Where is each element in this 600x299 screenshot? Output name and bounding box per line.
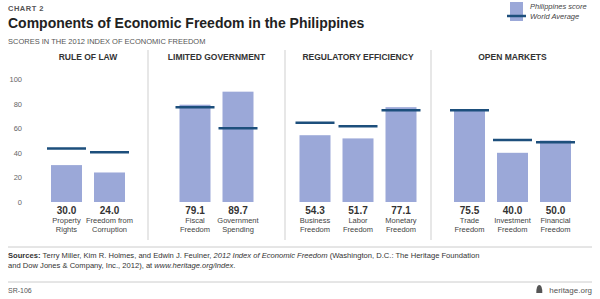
data-label: 30.0 xyxy=(57,205,77,216)
legend-label: World Average xyxy=(530,12,579,21)
bar xyxy=(180,105,211,202)
average-dash xyxy=(296,121,335,124)
bar xyxy=(540,141,571,203)
panel-divider xyxy=(285,50,286,240)
data-label: 79.1 xyxy=(185,205,205,216)
data-label: 89.7 xyxy=(228,205,248,216)
y-tick-label: 100 xyxy=(9,75,22,84)
bar xyxy=(454,109,485,202)
bar xyxy=(386,107,417,202)
category-line: Rights xyxy=(56,225,78,234)
category-line: Corruption xyxy=(92,225,127,234)
bar xyxy=(51,165,82,202)
average-dash xyxy=(90,151,129,154)
subtitle: SCORES IN THE 2012 INDEX OF ECONOMIC FRE… xyxy=(8,37,205,46)
chart-root: CHART 2 Components of Economic Freedom in… xyxy=(0,0,600,299)
average-dash xyxy=(47,147,86,150)
panel: REGULATORY EFFICIENCY 54.3 51.7 77.1 Busines… xyxy=(285,50,421,240)
average-dash xyxy=(339,125,378,128)
source-label: Sources: xyxy=(8,251,43,260)
data-label: 50.0 xyxy=(546,205,566,216)
source-part: Terry Miller, Kim R. Holmes, and Edwin J… xyxy=(43,251,214,260)
category-line: Freedom xyxy=(540,225,570,234)
bar xyxy=(223,92,254,202)
legend-dash xyxy=(507,15,526,18)
legend-swatch xyxy=(510,2,523,21)
bar xyxy=(300,135,331,202)
data-label: 24.0 xyxy=(100,205,120,216)
y-tick-label: 20 xyxy=(14,173,22,182)
site: heritage.org xyxy=(549,286,592,295)
average-dash xyxy=(219,127,258,130)
y-tick-label: 80 xyxy=(14,100,22,109)
source-part: 2012 Index of Economic Freedom xyxy=(213,251,328,260)
bar xyxy=(94,172,125,202)
panel-title: LIMITED GOVERNMENT xyxy=(168,52,266,62)
panel: LIMITED GOVERNMENT 79.1 89.7 FiscalFreedom G… xyxy=(148,50,266,240)
rule xyxy=(8,247,592,248)
category-label: BusinessFreedom xyxy=(300,216,331,234)
panel-divider xyxy=(148,50,149,240)
category-line: Freedom xyxy=(386,225,416,234)
marks xyxy=(296,107,421,202)
category-line: Freedom xyxy=(497,225,527,234)
source-part: www.heritage.org/index xyxy=(154,261,234,270)
source-part: . xyxy=(233,261,235,270)
y-tick-label: 60 xyxy=(14,124,22,133)
category-label: MonetaryFreedom xyxy=(385,216,417,234)
average-dash xyxy=(176,106,215,109)
source-line: and Dow Jones & Company, Inc., 2012), at… xyxy=(8,261,235,270)
data-label: 77.1 xyxy=(391,205,411,216)
category-line: Spending xyxy=(222,225,254,234)
average-dash xyxy=(450,109,489,112)
marks xyxy=(450,109,575,202)
panel-title: OPEN MARKETS xyxy=(478,52,547,62)
data-label: 40.0 xyxy=(503,205,523,216)
rule xyxy=(8,282,592,283)
category-label: InvestmentFreedom xyxy=(494,216,532,234)
average-dash xyxy=(382,109,421,112)
category-line: Freedom xyxy=(300,225,330,234)
panel: RULE OF LAW 0 20 40 60 80 100 30.0 24.0 PropertyR… xyxy=(9,52,133,234)
category-label: FinancialFreedom xyxy=(540,216,570,234)
category-label: TradeFreedom xyxy=(454,216,484,234)
report-code: SR-106 xyxy=(8,287,32,294)
bar xyxy=(497,153,528,202)
marks xyxy=(47,148,129,202)
chart-label: CHART 2 xyxy=(8,4,44,13)
category-label: FiscalFreedom xyxy=(180,216,210,234)
title: Components of Economic Freedom in the Ph… xyxy=(8,15,364,31)
data-label: 54.3 xyxy=(305,205,325,216)
legend-label: Philippines score xyxy=(530,2,587,11)
y-tick-label: 0 xyxy=(18,198,22,207)
panel-divider xyxy=(431,50,432,240)
category-label: GovernmentSpending xyxy=(217,216,259,234)
source-line: Sources: Terry Miller, Kim R. Holmes, an… xyxy=(8,251,479,260)
category-label: PropertyRights xyxy=(52,216,81,234)
category-line: Freedom xyxy=(180,225,210,234)
source-part: (Washington, D.C.: The Heritage Foundati… xyxy=(328,251,480,260)
category-label: Freedom fromCorruption xyxy=(86,216,133,234)
average-dash xyxy=(536,141,575,144)
bell-icon xyxy=(536,285,542,293)
y-tick-label: 40 xyxy=(14,149,22,158)
panel: OPEN MARKETS 75.5 40.0 50.0 TradeFreedom Inve… xyxy=(431,50,575,240)
legend: Philippines scoreWorld Average xyxy=(507,2,587,21)
category-label: LaborFreedom xyxy=(343,216,373,234)
category-line: Freedom xyxy=(454,225,484,234)
data-label: 75.5 xyxy=(460,205,480,216)
panel-title: REGULATORY EFFICIENCY xyxy=(302,52,413,62)
panel-title: RULE OF LAW xyxy=(59,52,119,62)
data-label: 51.7 xyxy=(348,205,368,216)
bar xyxy=(343,138,374,202)
source-part: and Dow Jones & Company, Inc., 2012), at xyxy=(8,261,154,270)
category-line: Freedom xyxy=(343,225,373,234)
average-dash xyxy=(493,139,532,142)
marks xyxy=(176,92,258,202)
